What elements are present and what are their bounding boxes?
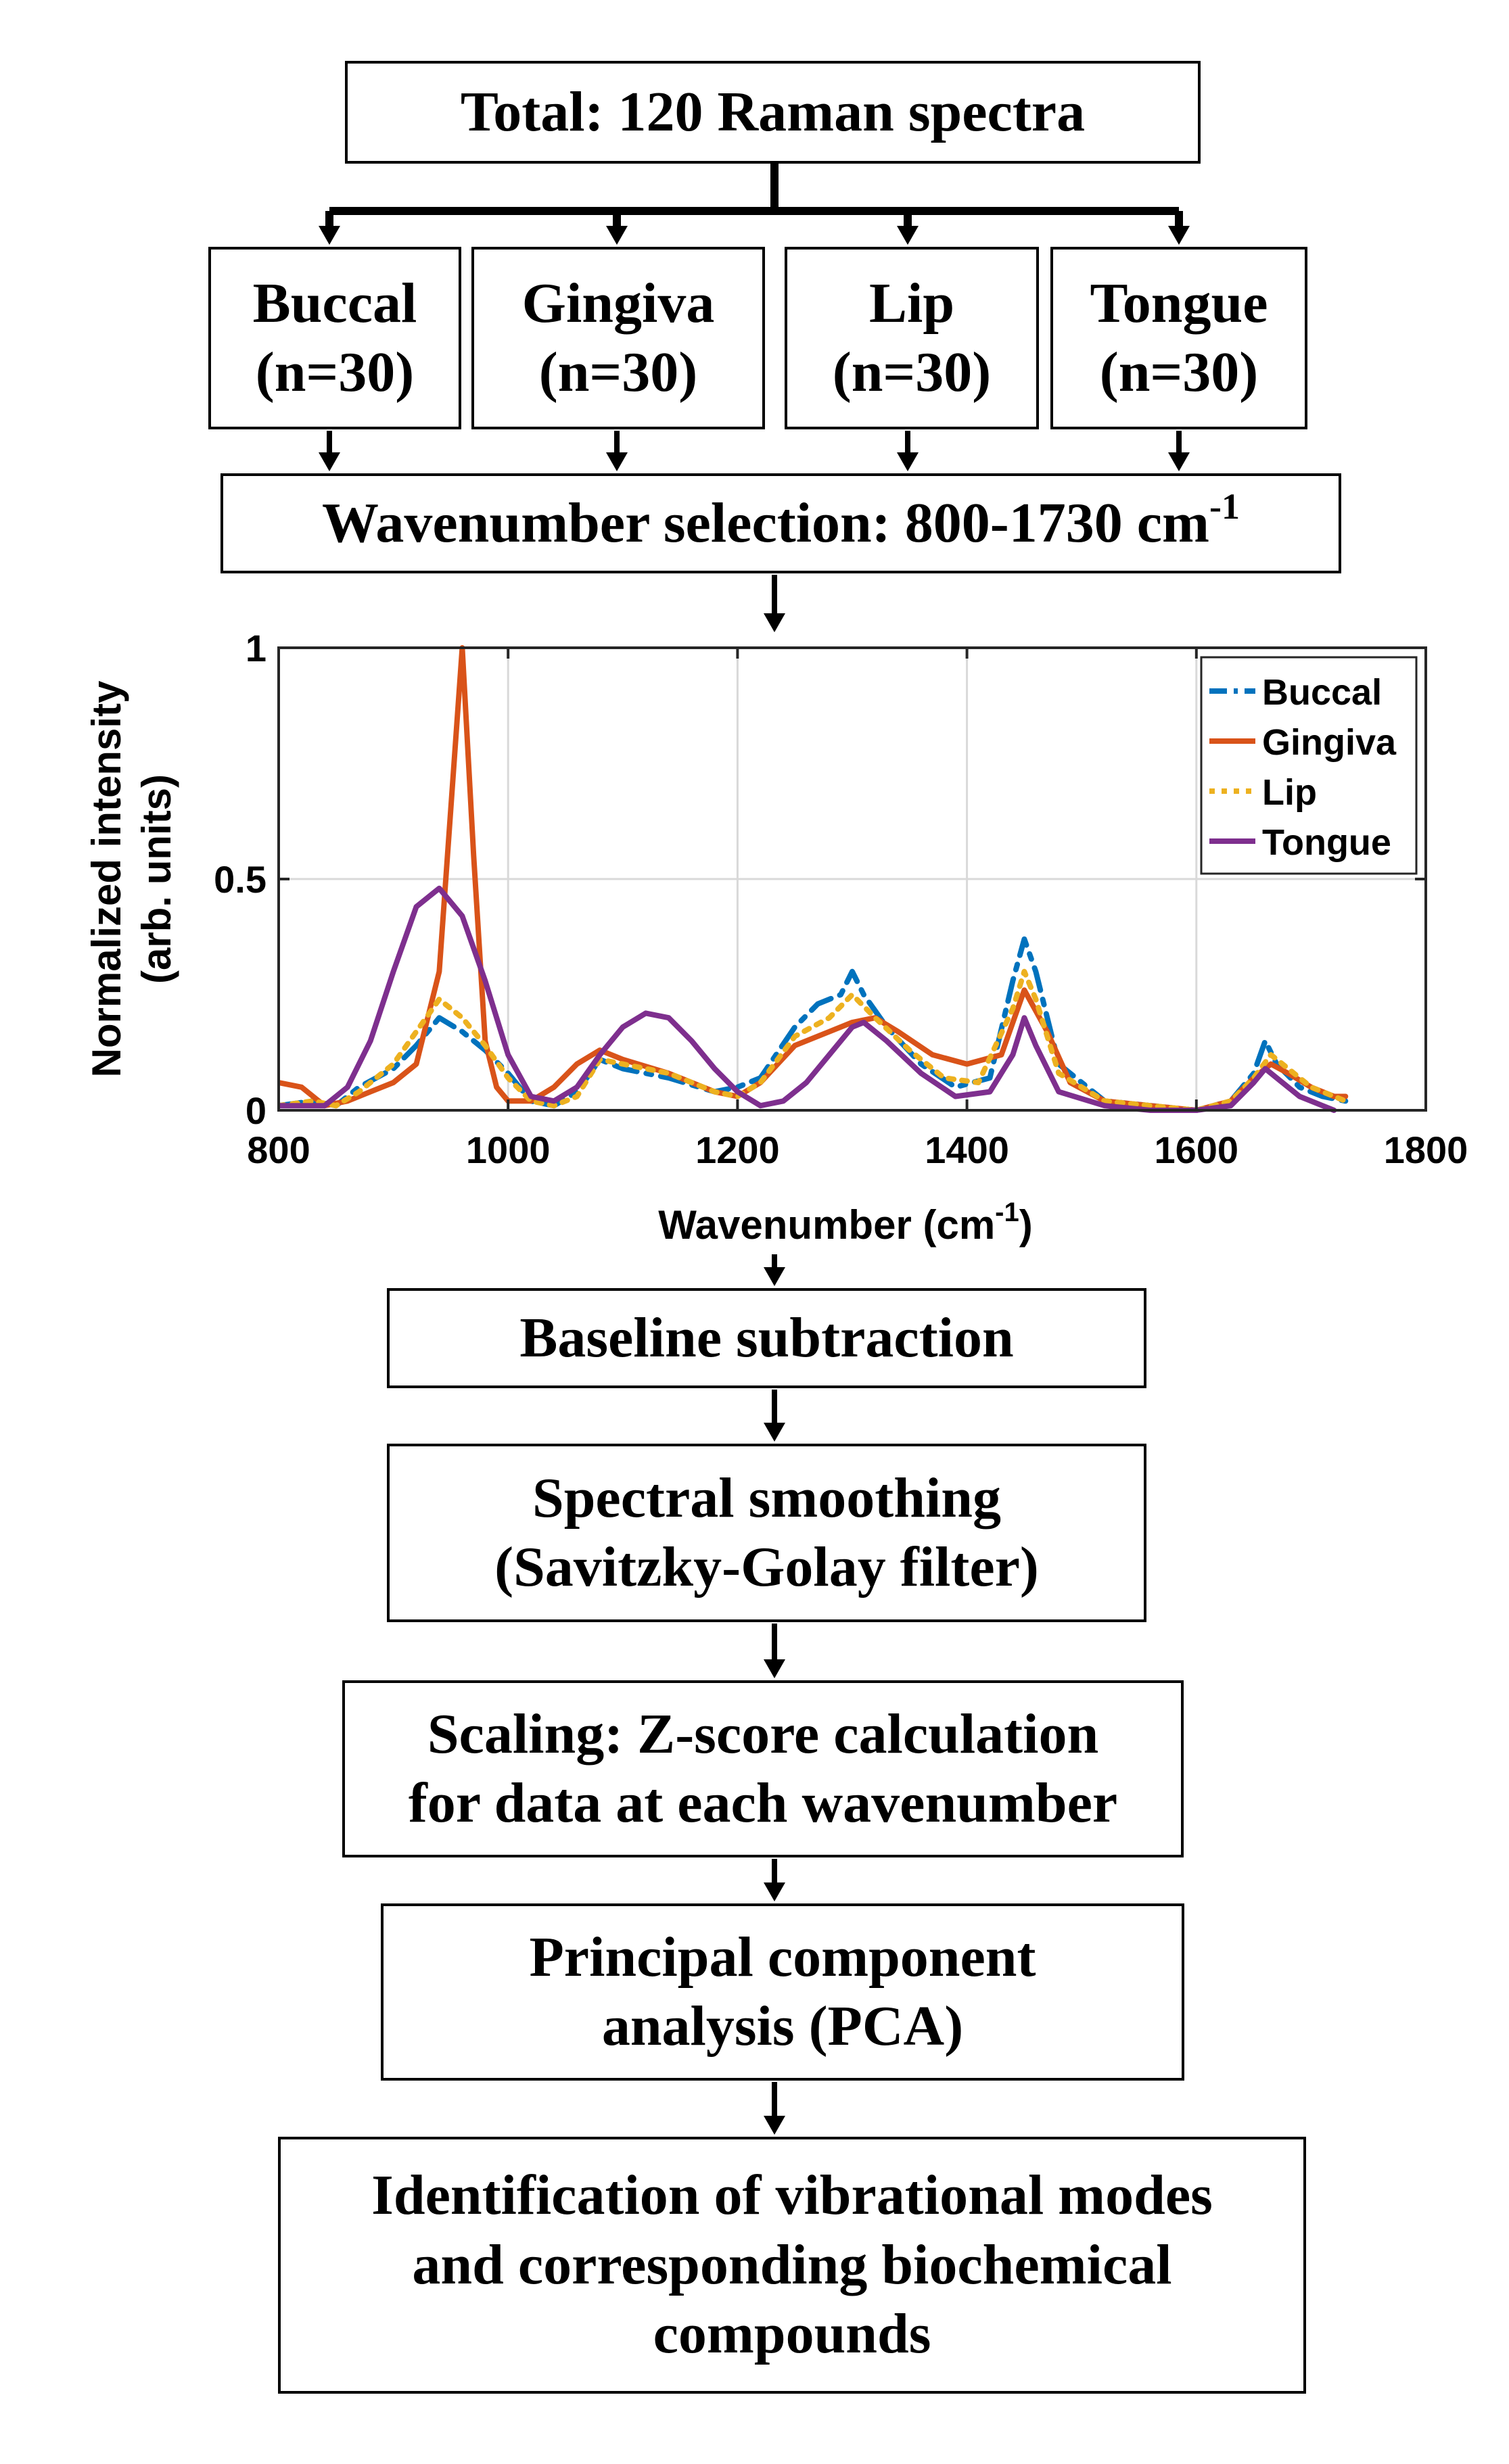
legend-label-gingiva: Gingiva <box>1262 722 1397 763</box>
legend-label-tongue: Tongue <box>1262 822 1391 863</box>
smoothing-line1: Spectral smoothing <box>532 1466 1001 1530</box>
scaling-line1: Scaling: Z-score calculation <box>427 1702 1099 1766</box>
baseline-subtraction-text: Baseline subtraction <box>519 1306 1014 1369</box>
arrows <box>319 211 1190 2135</box>
x-tick-label: 1200 <box>695 1129 780 1171</box>
arrow-head <box>764 2116 785 2135</box>
arrow-head <box>764 1423 785 1442</box>
y-axis-label-line2: (arb. units) <box>134 774 179 984</box>
scaling-box: Scaling: Z-score calculation for data at… <box>342 1680 1184 1857</box>
x-tick-label: 1600 <box>1155 1129 1239 1171</box>
group-name: Tongue <box>1090 271 1268 335</box>
pca-line2: analysis (PCA) <box>601 1995 964 2058</box>
arrow-head <box>1168 226 1190 245</box>
legend-label-buccal: Buccal <box>1262 672 1382 713</box>
x-axis-label-end: ) <box>1019 1202 1033 1248</box>
arrow-head <box>897 452 919 471</box>
wavenumber-selection-box: Wavenumber selection: 800-1730 cm-1 <box>220 473 1341 573</box>
pca-box: Principal component analysis (PCA) <box>381 1903 1184 2081</box>
identification-line2: and corresponding biochemical <box>412 2233 1172 2296</box>
wavenumber-selection-label: Wavenumber selection: 800-1730 cm <box>322 491 1209 554</box>
wavenumber-selection-sup: -1 <box>1209 485 1240 527</box>
y-tick-label: 1 <box>246 627 266 669</box>
x-tick-label: 1000 <box>466 1129 551 1171</box>
x-tick-label: 1800 <box>1384 1129 1468 1171</box>
tick-marks <box>277 646 1427 1112</box>
spectral-smoothing-box: Spectral smoothing (Savitzky-Golay filte… <box>387 1444 1146 1622</box>
group-box-gingiva: Gingiva (n=30) <box>471 247 765 429</box>
legend-label-lip: Lip <box>1262 772 1317 813</box>
arrow-head <box>764 1882 785 1901</box>
arrow-head <box>319 226 340 245</box>
baseline-subtraction-box: Baseline subtraction <box>387 1288 1146 1388</box>
arrow-head <box>764 613 785 632</box>
pca-line1: Principal component <box>529 1925 1036 1989</box>
identification-line1: Identification of vibrational modes <box>371 2164 1213 2227</box>
group-count: (n=30) <box>1099 341 1259 404</box>
x-tick-label: 800 <box>247 1129 310 1171</box>
x-axis-label-sup: -1 <box>995 1198 1019 1227</box>
group-name: Gingiva <box>521 271 715 335</box>
y-axis-label-line1: Normalized intensity <box>84 680 129 1077</box>
arrow-head <box>606 226 628 245</box>
group-box-lip: Lip (n=30) <box>785 247 1039 429</box>
arrow-head <box>764 1659 785 1678</box>
arrow-head <box>1168 452 1190 471</box>
group-box-tongue: Tongue (n=30) <box>1050 247 1307 429</box>
legend: Buccal Gingiva Lip Tongue <box>1200 656 1418 875</box>
identification-box: Identification of vibrational modes and … <box>278 2137 1306 2394</box>
arrow-head <box>764 1267 785 1286</box>
y-tick-label: 0 <box>246 1089 266 1132</box>
group-count: (n=30) <box>538 341 698 404</box>
group-count: (n=30) <box>255 341 415 404</box>
group-name: Lip <box>868 271 955 335</box>
group-count: (n=30) <box>832 341 992 404</box>
x-axis-label: Wavenumber (cm-1) <box>658 1198 1032 1248</box>
wavenumber-selection-text: Wavenumber selection: 800-1730 cm-1 <box>322 485 1240 558</box>
scaling-line2: for data at each wavenumber <box>408 1772 1118 1834</box>
arrow-head <box>606 452 628 471</box>
arrow-head <box>319 452 340 471</box>
x-axis-label-main: Wavenumber (cm <box>658 1202 995 1248</box>
arrow-head <box>897 226 919 245</box>
group-box-buccal: Buccal (n=30) <box>208 247 461 429</box>
smoothing-line2: (Savitzky-Golay filter) <box>494 1536 1039 1598</box>
total-spectra-box: Total: 120 Raman spectra <box>345 61 1201 164</box>
identification-line3: compounds <box>653 2302 931 2366</box>
x-tick-label: 1400 <box>925 1129 1009 1171</box>
group-name: Buccal <box>252 271 417 335</box>
total-spectra-text: Total: 120 Raman spectra <box>460 80 1086 143</box>
y-tick-label: 0.5 <box>214 858 266 901</box>
